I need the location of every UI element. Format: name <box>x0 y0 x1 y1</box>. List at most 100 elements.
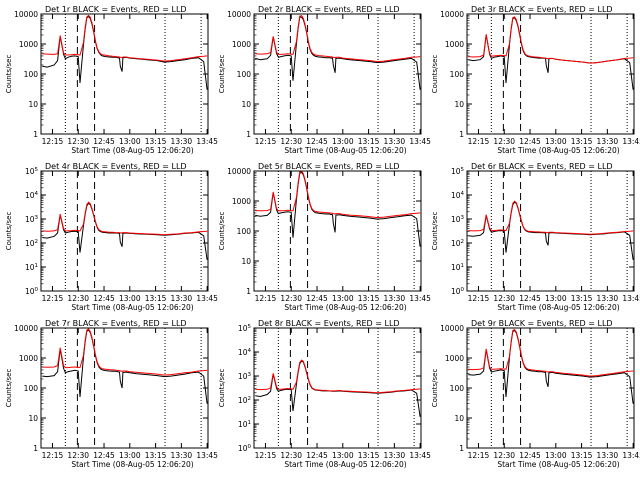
x-tick-label: 12:30 <box>493 451 515 460</box>
x-tick-label: 12:45 <box>93 451 115 460</box>
x-tick-label: 13:00 <box>119 451 141 460</box>
plot-title: Det 8r BLACK = Events, RED = LLD <box>258 319 400 328</box>
plot-title: Det 3r BLACK = Events, RED = LLD <box>471 5 613 14</box>
plot-frame <box>466 327 635 449</box>
x-tick-label: 13:15 <box>358 137 380 146</box>
x-axis-label: Start Time (08-Aug-05 12:06:20) <box>71 303 193 312</box>
x-tick-label: 13:15 <box>145 294 167 303</box>
x-tick-label: 12:45 <box>93 294 115 303</box>
series-lld-line <box>42 14 208 62</box>
y-axis-label: Counts/sec <box>431 212 439 251</box>
x-tick-label: 13:45 <box>409 137 431 146</box>
x-tick-label: 13:45 <box>196 137 218 146</box>
x-tick-label: 12:15 <box>42 294 64 303</box>
x-axis-label: Start Time (08-Aug-05 12:06:20) <box>497 460 619 469</box>
x-axis-label: Start Time (08-Aug-05 12:06:20) <box>284 303 406 312</box>
x-tick-label: 13:00 <box>119 294 141 303</box>
x-axis-label: Start Time (08-Aug-05 12:06:20) <box>284 146 406 155</box>
x-tick-label: 12:30 <box>67 294 89 303</box>
series-lld-line <box>255 359 421 394</box>
y-tick-label: 100 <box>24 384 39 393</box>
x-tick-label: 13:30 <box>597 137 619 146</box>
y-tick-label: 100 <box>237 70 252 79</box>
plot-frame <box>466 13 635 135</box>
y-tick-label: 10 <box>241 257 251 266</box>
y-axis-label: Counts/sec <box>5 369 13 408</box>
x-tick-label: 12:30 <box>280 451 302 460</box>
y-axis-label: Counts/sec <box>218 369 226 408</box>
x-tick-label: 12:30 <box>493 294 515 303</box>
x-tick-label: 12:45 <box>306 294 328 303</box>
x-tick-label: 12:45 <box>306 451 328 460</box>
y-axis-label: Counts/sec <box>431 55 439 94</box>
y-tick-label: 1 <box>459 130 464 139</box>
y-axis-label: Counts/sec <box>218 55 226 94</box>
y-axis-label: Counts/sec <box>431 369 439 408</box>
series-events-line <box>42 15 208 90</box>
y-tick-label: 10 <box>28 414 38 423</box>
y-tick-label: 102 <box>451 239 464 248</box>
x-tick-label: 13:45 <box>409 451 431 460</box>
x-tick-label: 12:45 <box>306 137 328 146</box>
plot-title: Det 9r BLACK = Events, RED = LLD <box>471 319 613 328</box>
x-tick-label: 13:45 <box>622 294 640 303</box>
y-tick-label: 10 <box>241 100 251 109</box>
x-tick-label: 12:30 <box>280 137 302 146</box>
x-tick-label: 12:30 <box>67 137 89 146</box>
y-tick-label: 10 <box>454 414 464 423</box>
x-tick-label: 13:45 <box>196 294 218 303</box>
y-tick-label: 100 <box>450 384 465 393</box>
x-tick-label: 13:00 <box>119 137 141 146</box>
y-axis-label: Counts/sec <box>5 212 13 251</box>
plot-frame <box>40 170 209 292</box>
y-tick-label: 1000 <box>19 40 38 49</box>
series-lld-line <box>255 15 421 63</box>
series-events-line <box>255 171 421 247</box>
plot-frame <box>40 13 209 135</box>
y-tick-label: 100 <box>238 444 252 453</box>
x-tick-label: 13:00 <box>332 294 354 303</box>
x-tick-label: 13:45 <box>622 451 640 460</box>
y-axis-label: Counts/sec <box>218 212 226 251</box>
x-tick-label: 13:30 <box>384 451 406 460</box>
y-tick-label: 103 <box>25 215 39 224</box>
plot-title: Det 1r BLACK = Events, RED = LLD <box>45 5 187 14</box>
x-tick-label: 13:15 <box>358 294 380 303</box>
plot-title: Det 4r BLACK = Events, RED = LLD <box>45 162 187 171</box>
x-tick-label: 13:00 <box>332 137 354 146</box>
y-tick-label: 10000 <box>227 10 251 19</box>
x-tick-label: 13:00 <box>545 137 567 146</box>
series-events-line <box>42 202 208 260</box>
y-tick-label: 102 <box>25 239 38 248</box>
x-tick-label: 13:45 <box>409 294 431 303</box>
x-tick-label: 13:45 <box>622 137 640 146</box>
x-tick-label: 13:30 <box>597 294 619 303</box>
y-tick-label: 103 <box>238 372 252 381</box>
x-tick-label: 12:30 <box>280 294 302 303</box>
plot-frame <box>40 327 209 449</box>
x-tick-label: 13:15 <box>571 451 593 460</box>
y-tick-label: 104 <box>451 191 465 200</box>
plot-title: Det 2r BLACK = Events, RED = LLD <box>258 5 400 14</box>
x-tick-label: 13:30 <box>171 137 193 146</box>
x-tick-label: 12:15 <box>255 137 277 146</box>
y-tick-label: 100 <box>451 287 465 296</box>
series-lld-line <box>255 171 421 219</box>
x-tick-label: 12:30 <box>493 137 515 146</box>
series-lld-line <box>468 328 634 377</box>
y-tick-label: 100 <box>450 70 465 79</box>
y-tick-label: 10000 <box>440 324 464 333</box>
series-lld-line <box>42 328 208 376</box>
x-tick-label: 12:15 <box>468 294 490 303</box>
x-tick-label: 13:15 <box>145 137 167 146</box>
y-tick-label: 102 <box>238 396 251 405</box>
series-lld-line <box>42 201 208 236</box>
x-tick-label: 13:15 <box>571 294 593 303</box>
y-tick-label: 103 <box>451 215 465 224</box>
